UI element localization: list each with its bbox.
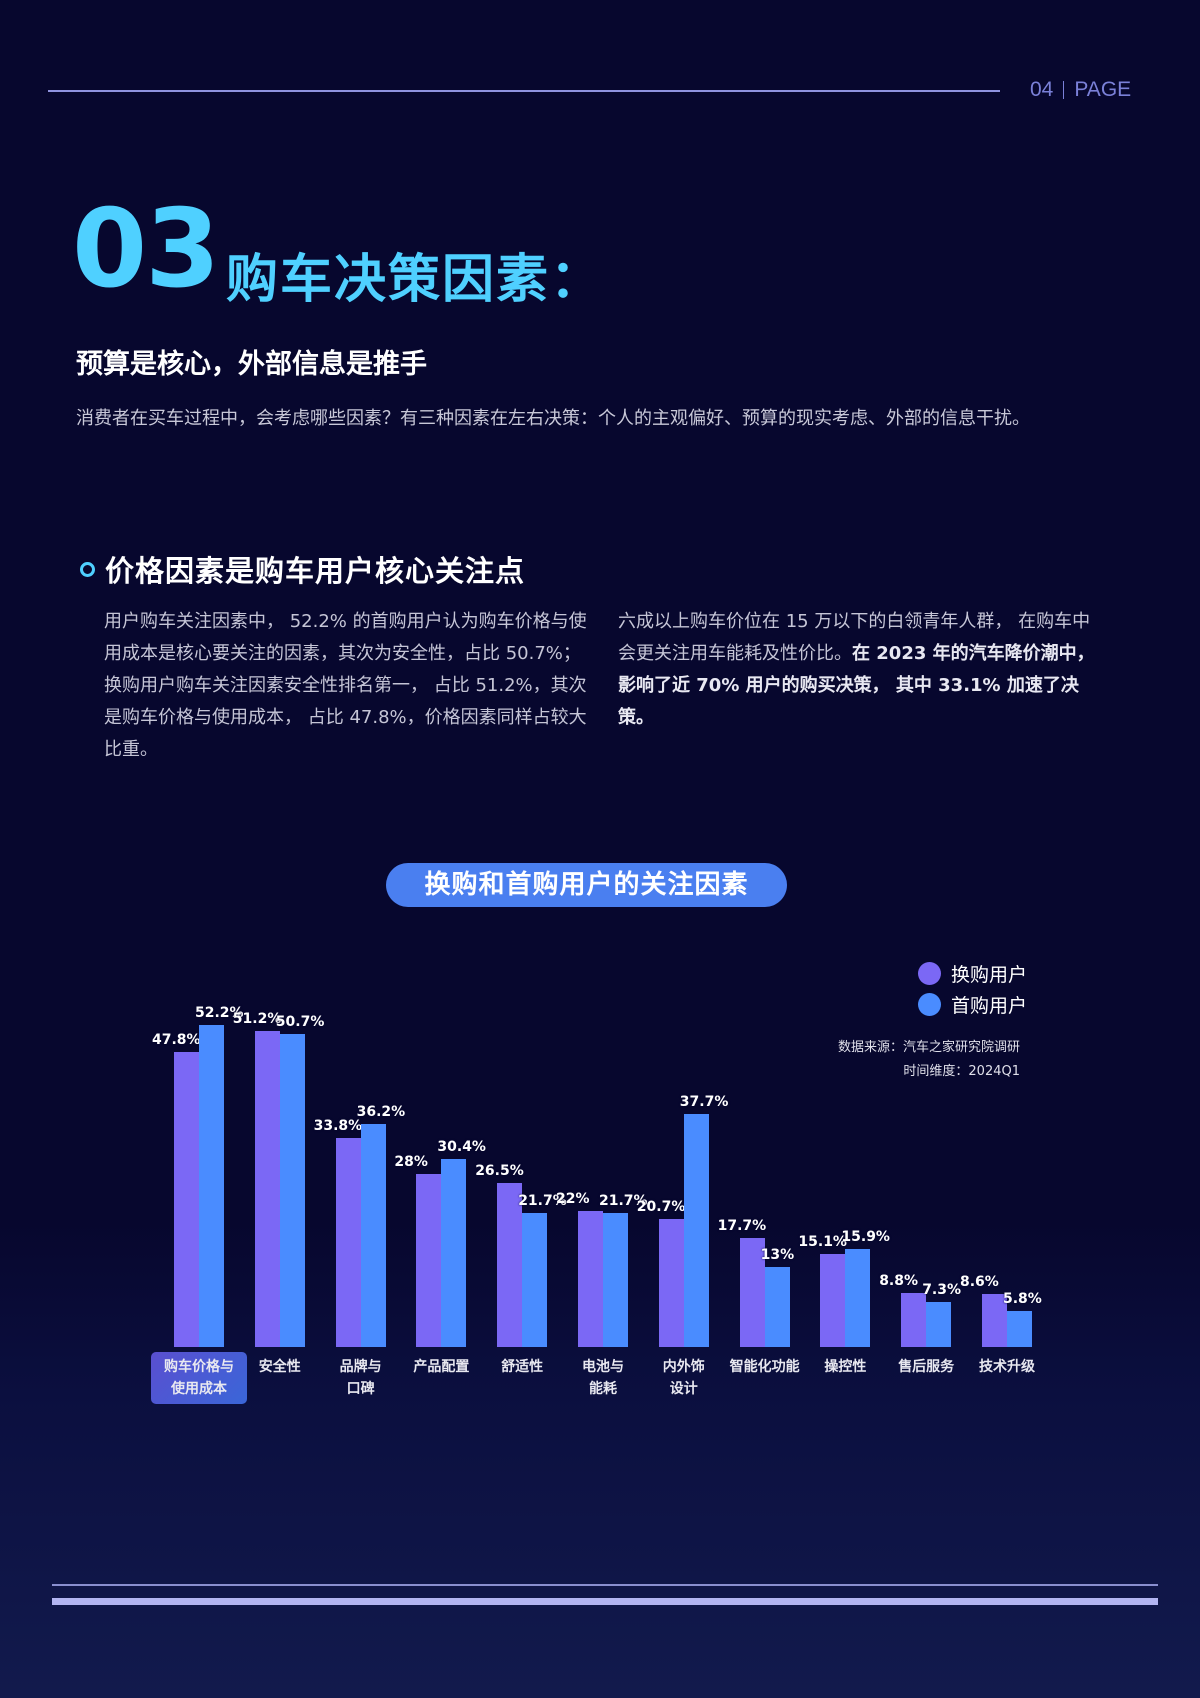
bar-value-label: 36.2% xyxy=(356,1103,406,1120)
source-text: 数据来源：汽车之家研究院调研 xyxy=(837,1040,1020,1055)
bar-value-label: 20.7% xyxy=(636,1199,686,1216)
time-text: 时间维度：2024Q1 xyxy=(903,1064,1020,1079)
chart-title: 换购和首购用户的关注因素 xyxy=(386,863,787,907)
subsection-heading-text: 价格因素是购车用户核心关注点 xyxy=(105,554,526,588)
bar-replacement xyxy=(335,1138,361,1347)
bar-first xyxy=(683,1114,709,1347)
legend-item-first: 首购用户 xyxy=(918,989,1027,1020)
header-rule xyxy=(48,90,1000,92)
bar-value-label: 22% xyxy=(556,1191,590,1208)
bar-replacement xyxy=(497,1183,523,1347)
section-title: 购车决策因素： xyxy=(226,250,605,310)
x-axis-label: 智能化功能 xyxy=(729,1359,800,1375)
right-paragraph-bold: 在 2023 年的汽车降价潮中， 影响了近 70% 用户的购买决策， 其中 33… xyxy=(618,643,1095,728)
subsection-heading: 价格因素是购车用户核心关注点 xyxy=(80,548,525,590)
bar-value-label: 50.7% xyxy=(275,1014,325,1031)
page-label: PAGE xyxy=(1074,78,1132,101)
bar-first xyxy=(522,1213,548,1347)
bar-value-label: 47.8% xyxy=(152,1032,201,1049)
bar-first xyxy=(199,1024,224,1347)
page-number-value: 04 xyxy=(1030,78,1054,101)
legend-dot-icon xyxy=(918,993,941,1016)
bar-value-label: 15.9% xyxy=(841,1228,890,1245)
right-paragraph: 六成以上购车价位在 15 万以下的白领青年人群， 在购车中会更关注用车能耗及性价… xyxy=(618,606,1098,734)
x-axis-label: 电池与 能耗 xyxy=(582,1359,624,1397)
bar-value-label: 7.3% xyxy=(922,1281,962,1298)
bar-first xyxy=(360,1123,386,1347)
chart-source: 数据来源：汽车之家研究院调研 时间维度：2024Q1 xyxy=(838,1036,1020,1084)
footer-rule-thin xyxy=(52,1584,1158,1586)
bar-first xyxy=(764,1266,790,1347)
bar-first xyxy=(441,1159,467,1347)
legend-item-replacement: 换购用户 xyxy=(918,958,1027,989)
bar-first xyxy=(279,1034,305,1347)
bar-value-label: 33.8% xyxy=(313,1118,363,1135)
bar-replacement xyxy=(982,1293,1007,1347)
bar-replacement xyxy=(254,1031,280,1347)
bar-replacement xyxy=(739,1237,765,1347)
bar-value-label: 51.2% xyxy=(232,1011,282,1028)
bar-value-label: 13% xyxy=(760,1246,795,1263)
x-axis-label: 操控性 xyxy=(824,1359,867,1375)
bar-value-label: 21.7% xyxy=(518,1193,567,1210)
section-subtitle: 预算是核心，外部信息是推手 xyxy=(76,349,427,380)
page-number-separator xyxy=(1063,81,1065,99)
bar-value-label: 17.7% xyxy=(717,1217,767,1234)
bar-value-label: 26.5% xyxy=(475,1163,524,1180)
x-axis-label: 舒适性 xyxy=(501,1359,544,1375)
x-axis-label: 安全性 xyxy=(258,1359,301,1375)
bar-value-label: 52.2% xyxy=(195,1004,244,1021)
bar-first xyxy=(1007,1311,1032,1347)
bar-value-label: 15.1% xyxy=(798,1233,847,1250)
bar-value-label: 21.7% xyxy=(599,1193,648,1210)
bar-first xyxy=(603,1213,628,1347)
x-axis-label: 售后服务 xyxy=(898,1359,955,1375)
bar-replacement xyxy=(578,1211,603,1347)
bar-first xyxy=(845,1248,871,1347)
bar-replacement xyxy=(820,1253,846,1347)
right-paragraph-normal: 六成以上购车价位在 15 万以下的白领青年人群， 在购车中会更关注用车能耗及性价… xyxy=(618,611,1091,664)
bar-value-label: 5.8% xyxy=(1003,1291,1042,1308)
bar-replacement xyxy=(174,1052,199,1347)
x-axis-label: 产品配置 xyxy=(413,1359,470,1375)
footer-rule-thick xyxy=(52,1598,1158,1605)
bar-value-label: 37.7% xyxy=(679,1094,729,1111)
page-number: 04 PAGE xyxy=(1030,78,1131,102)
bar-replacement xyxy=(901,1292,927,1347)
bar-value-label: 8.8% xyxy=(879,1272,919,1289)
bar-replacement xyxy=(658,1219,684,1347)
bar-value-label: 30.4% xyxy=(437,1139,486,1156)
x-axis-label: 内外饰 设计 xyxy=(662,1359,705,1397)
chart-legend: 换购用户 首购用户 xyxy=(918,958,1027,1020)
x-axis-label: 技术升级 xyxy=(979,1359,1035,1375)
legend-dot-icon xyxy=(918,962,941,985)
section-intro: 消费者在买车过程中，会考虑哪些因素？有三种因素在左右决策：个人的主观偏好、预算的… xyxy=(76,408,1030,429)
x-axis-label: 品牌与 口碑 xyxy=(339,1359,382,1397)
x-axis-label: 购车价格与 使用成本 xyxy=(151,1352,247,1404)
bar-first xyxy=(926,1301,952,1347)
bar-value-label: 28% xyxy=(394,1154,428,1171)
ring-bullet-icon xyxy=(80,561,95,577)
legend-label: 换购用户 xyxy=(951,964,1028,986)
section-number: 03 xyxy=(72,187,220,312)
bar-value-label: 8.6% xyxy=(960,1273,999,1290)
left-paragraph: 用户购车关注因素中， 52.2% 的首购用户认为购车价格与使用成本是核心要关注的… xyxy=(104,611,587,760)
legend-label: 首购用户 xyxy=(951,995,1028,1017)
bar-replacement xyxy=(416,1174,442,1347)
